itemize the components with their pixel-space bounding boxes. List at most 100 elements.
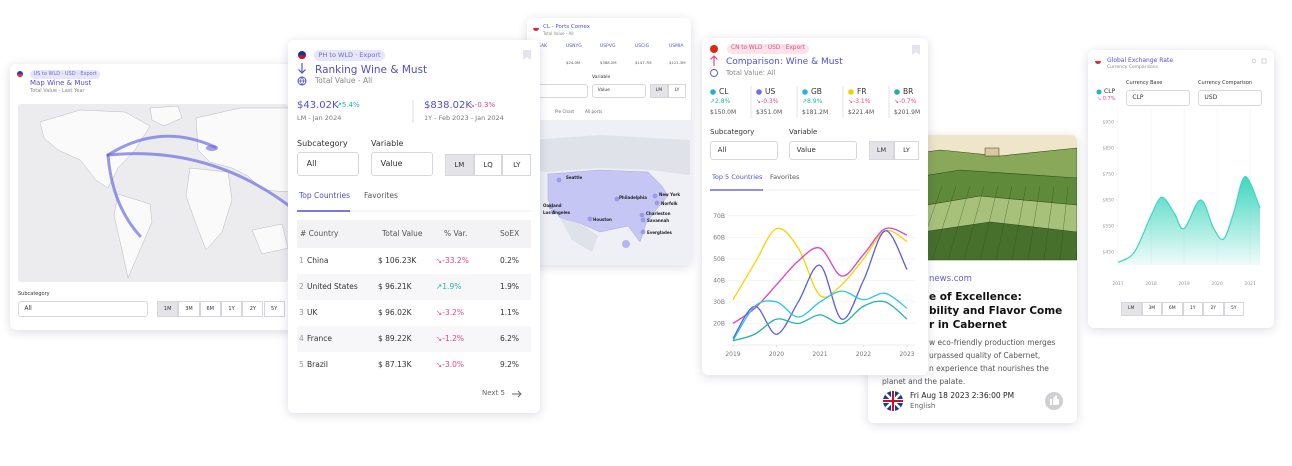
currency-name: CLP	[1104, 88, 1116, 95]
field-label: Subcategory	[710, 128, 755, 136]
period-button[interactable]	[1203, 302, 1224, 316]
period-button[interactable]	[242, 301, 264, 317]
comparison-select[interactable]	[1198, 90, 1262, 106]
port-dot	[556, 177, 562, 183]
city-label: Los Angeles	[543, 210, 571, 215]
y-tick-label: 70B	[713, 213, 725, 220]
table-header: Total Value	[382, 229, 423, 238]
exchange-card: 2017 2018 2019 2020 2021 $450 $550 $650 $750 $850…	[1088, 50, 1274, 328]
table-cell: 1.9%	[500, 282, 520, 291]
subcategory-select-value: All	[306, 159, 317, 168]
variable-select[interactable]	[592, 84, 646, 98]
news-image-row	[995, 185, 1013, 261]
city-label: Savannah	[647, 218, 670, 223]
period-button[interactable]	[1162, 302, 1183, 316]
country-value: $201.9M	[894, 109, 921, 116]
currency-dot	[1096, 89, 1102, 95]
news-image-row	[1011, 185, 1027, 261]
news-title: e of Excellence:	[929, 291, 1022, 303]
variable-select-value: Value	[796, 146, 816, 154]
subcategory-select[interactable]	[297, 152, 359, 176]
table-cell: $ 87.13K	[378, 360, 412, 369]
period-button[interactable]	[1182, 302, 1203, 316]
table-cell: China	[307, 256, 329, 265]
globe-icon	[298, 76, 306, 86]
period-button[interactable]	[502, 154, 532, 176]
port-dot	[622, 240, 630, 248]
ports-card-graphics	[530, 25, 691, 265]
period-button[interactable]	[668, 84, 686, 98]
row-bg	[297, 274, 531, 300]
icon	[1251, 58, 1257, 64]
period-button[interactable]	[445, 154, 474, 176]
stat-value: $838.02K	[424, 100, 472, 111]
variable-select-value: Value	[597, 87, 610, 93]
table-cell: $ 96.21K	[378, 282, 412, 291]
card-subtitle: Total Value - All	[543, 31, 574, 36]
period-button[interactable]	[157, 301, 179, 317]
currency-change: ↘ 0.7%	[1097, 96, 1116, 102]
period-button[interactable]	[1223, 302, 1244, 316]
period-label: LM	[876, 146, 887, 155]
tab[interactable]: Favorites	[770, 173, 800, 181]
flag	[1095, 61, 1101, 64]
period-button[interactable]	[263, 301, 285, 317]
tab[interactable]: All ports	[585, 109, 603, 114]
x-tick-label: 2021	[1244, 281, 1256, 287]
period-button[interactable]	[869, 141, 894, 160]
period-button[interactable]	[894, 141, 919, 160]
period-label: 6M	[206, 305, 214, 312]
port-code: USPVG	[600, 44, 616, 49]
table-cell: 3	[299, 308, 304, 317]
country-dot	[848, 89, 854, 95]
trade-arc	[106, 134, 217, 157]
y-tick-label: 20B	[713, 320, 725, 327]
subcategory-select-value: All	[717, 146, 727, 154]
news-image-house	[984, 147, 1000, 157]
next-link[interactable]: Next 5	[482, 389, 505, 397]
card-title: Comparison: Wine & Must	[726, 57, 843, 67]
period-label: LQ	[483, 160, 493, 169]
mexico	[560, 218, 598, 252]
table-header: SoEX	[500, 229, 520, 238]
news-image-row	[947, 185, 971, 261]
subcategory-select[interactable]	[18, 301, 148, 317]
period-button[interactable]	[650, 84, 668, 98]
continent	[39, 109, 151, 189]
icon	[1261, 58, 1267, 64]
table-cell: France	[307, 334, 332, 343]
variable-select[interactable]	[789, 141, 857, 160]
period-label: 1Y	[228, 305, 235, 312]
table-cell: ↘-33.2%	[436, 256, 469, 265]
table-cell: Brazil	[307, 360, 328, 369]
country-value: $351.0M	[756, 109, 783, 116]
stat-value: $43.02K	[297, 100, 339, 111]
period-button[interactable]	[220, 301, 243, 317]
ranking-card: PH to WLD · Export Ranking Wine & Must Tot…	[288, 40, 540, 413]
period-button[interactable]	[199, 301, 221, 317]
map-card: US to WLD · USD · Export Map Wine & Must T…	[10, 64, 296, 330]
news-source: news.com	[929, 274, 972, 284]
city-label: Seattle	[566, 175, 583, 180]
tab[interactable]: Favorites	[364, 191, 398, 200]
table-cell: 1	[299, 256, 304, 265]
tab[interactable]: Pie Chart	[555, 109, 575, 114]
period-button[interactable]	[473, 154, 503, 176]
subcategory-select[interactable]	[710, 141, 778, 160]
table-cell: United States	[307, 282, 358, 291]
table-cell: 1.1%	[500, 308, 520, 317]
period-button[interactable]	[1121, 302, 1142, 316]
table-cell: ↘-1.2%	[436, 334, 465, 343]
tab[interactable]: Top 5 Countries	[712, 173, 763, 181]
country-change: ↘-0.3%	[756, 98, 779, 105]
card-subtitle: Total Value - All	[315, 76, 373, 85]
period-button[interactable]	[1141, 302, 1162, 316]
variable-select[interactable]	[371, 152, 433, 176]
row-bg	[297, 326, 531, 352]
tab[interactable]: Top Countries	[299, 191, 351, 200]
city-label: Norfolk	[661, 201, 678, 206]
period-button[interactable]	[178, 301, 200, 317]
base-select[interactable]	[1126, 90, 1190, 106]
x-tick-label: 2020	[769, 351, 784, 358]
